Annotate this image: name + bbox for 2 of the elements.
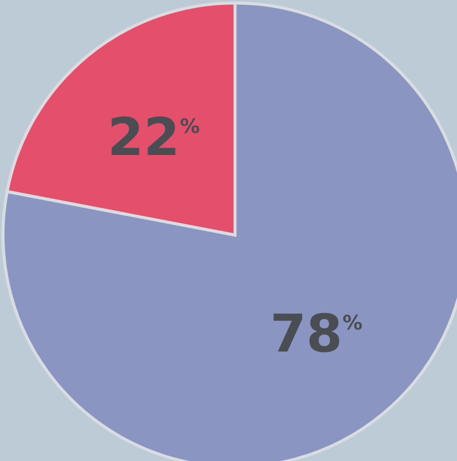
data-label: 78$^{%}$ [270, 304, 363, 365]
data-label: 22$^{%}$ [107, 108, 200, 168]
